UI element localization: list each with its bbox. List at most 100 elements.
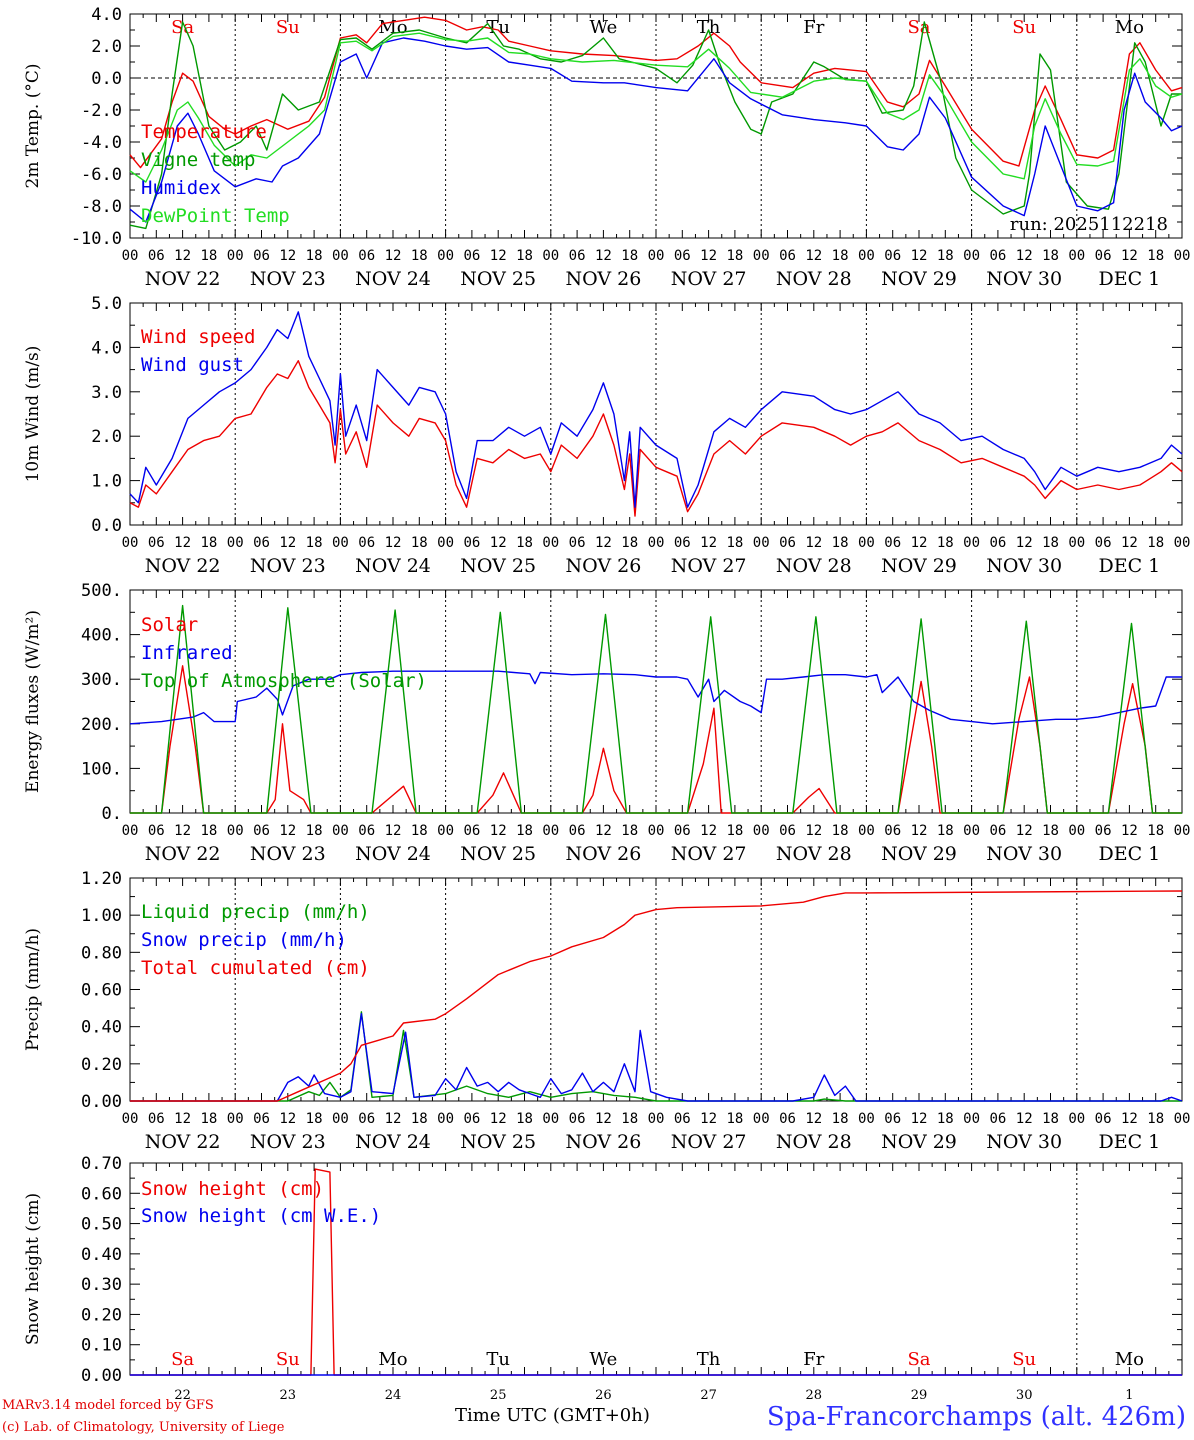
x-day-number: 23 <box>280 1388 297 1403</box>
x-day-label: NOV 29 <box>881 268 957 290</box>
x-day-label: NOV 28 <box>776 843 852 865</box>
x-hour-label: 12 <box>385 1111 402 1127</box>
x-hour-label: 12 <box>174 823 191 839</box>
x-hour-label: 18 <box>411 823 428 839</box>
weekday-label: Fr <box>803 17 824 38</box>
x-hour-label: 00 <box>963 823 980 839</box>
weekday-label: Sa <box>907 1349 930 1370</box>
x-hour-label: 12 <box>385 823 402 839</box>
x-hour-label: 12 <box>700 248 717 264</box>
x-hour-label: 12 <box>490 1111 507 1127</box>
x-hour-label: 12 <box>385 248 402 264</box>
y-axis-label: 2m Temp. (°C) <box>23 63 43 188</box>
x-day-label: NOV 27 <box>671 268 747 290</box>
x-hour-label: 18 <box>200 1111 217 1127</box>
x-hour-label: 00 <box>122 535 139 551</box>
y-axis-label: Snow height (cm) <box>23 1193 43 1345</box>
x-hour-label: 00 <box>437 823 454 839</box>
x-hour-label: 06 <box>989 535 1006 551</box>
x-hour-label: 00 <box>542 823 559 839</box>
x-hour-label: 18 <box>832 248 849 264</box>
x-day-number: 30 <box>1016 1388 1033 1403</box>
weekday-label: Tu <box>486 17 510 38</box>
y-tick-label: 500. <box>81 581 122 601</box>
x-day-label: NOV 22 <box>145 268 221 290</box>
credit-model: MARv3.14 model forced by GFS <box>2 1398 214 1413</box>
x-day-label: DEC 1 <box>1099 1131 1161 1153</box>
x-day-label: NOV 24 <box>355 555 431 577</box>
x-day-label: DEC 1 <box>1099 555 1161 577</box>
x-hour-label: 18 <box>306 535 323 551</box>
run-label: run: 2025112218 <box>1010 214 1168 235</box>
x-day-number: 22 <box>174 1388 191 1403</box>
y-tick-label: -4.0 <box>81 133 122 153</box>
x-hour-label: 18 <box>937 1111 954 1127</box>
x-hour-label: 00 <box>122 823 139 839</box>
x-hour-label: 00 <box>437 248 454 264</box>
x-hour-label: 00 <box>227 1111 244 1127</box>
x-hour-label: 18 <box>1042 248 1059 264</box>
x-hour-label: 00 <box>858 1111 875 1127</box>
series-line-humidex <box>129 37 1183 223</box>
x-hour-label: 00 <box>332 823 349 839</box>
x-hour-label: 00 <box>1174 823 1191 839</box>
x-hour-label: 00 <box>648 535 665 551</box>
x-hour-label: 12 <box>490 535 507 551</box>
legend-entry: Top of Atmosphere (Solar) <box>141 670 427 692</box>
y-tick-label: 0.00 <box>81 1092 122 1112</box>
x-hour-label: 00 <box>648 1111 665 1127</box>
x-day-label: NOV 29 <box>881 1131 957 1153</box>
weekday-label: We <box>590 1349 618 1370</box>
x-hour-label: 00 <box>858 535 875 551</box>
y-tick-label: 4.0 <box>91 5 122 25</box>
x-hour-label: 00 <box>1068 1111 1085 1127</box>
y-tick-label: -10.0 <box>71 229 122 249</box>
x-hour-label: 00 <box>858 823 875 839</box>
x-day-number: 29 <box>911 1388 928 1403</box>
x-hour-label: 18 <box>516 1111 533 1127</box>
series-line-total-cumulated-cm- <box>130 890 1183 1102</box>
x-day-label: DEC 1 <box>1099 268 1161 290</box>
x-hour-label: 18 <box>937 535 954 551</box>
x-hour-label: 00 <box>227 248 244 264</box>
legend-entry: Wind gust <box>141 354 244 376</box>
y-tick-label: 1.00 <box>81 906 122 926</box>
x-day-label: NOV 22 <box>145 555 221 577</box>
x-hour-label: 06 <box>253 823 270 839</box>
x-hour-label: 00 <box>227 823 244 839</box>
legend-entry: Temperature <box>141 121 267 143</box>
x-hour-label: 18 <box>621 248 638 264</box>
x-hour-label: 18 <box>937 823 954 839</box>
x-hour-label: 12 <box>805 535 822 551</box>
x-hour-label: 12 <box>1016 1111 1033 1127</box>
x-hour-label: 12 <box>595 535 612 551</box>
x-hour-label: 12 <box>1121 535 1138 551</box>
y-tick-label: -6.0 <box>81 165 122 185</box>
x-hour-label: 06 <box>779 1111 796 1127</box>
x-hour-label: 18 <box>726 535 743 551</box>
x-hour-label: 12 <box>1121 1111 1138 1127</box>
x-hour-label: 00 <box>1068 248 1085 264</box>
weekday-label: We <box>590 17 618 38</box>
x-day-label: NOV 27 <box>671 843 747 865</box>
x-hour-label: 18 <box>937 248 954 264</box>
x-hour-label: 00 <box>648 823 665 839</box>
x-hour-label: 12 <box>1121 248 1138 264</box>
x-hour-label: 12 <box>385 535 402 551</box>
x-hour-label: 00 <box>963 248 980 264</box>
x-hour-label: 18 <box>1042 535 1059 551</box>
y-tick-label: 0.10 <box>81 1336 122 1356</box>
x-day-label: DEC 1 <box>1099 843 1161 865</box>
x-hour-label: 06 <box>463 823 480 839</box>
legend-entry: Vigne temp <box>141 149 255 171</box>
x-hour-label: 18 <box>516 823 533 839</box>
x-hour-label: 06 <box>779 535 796 551</box>
x-hour-label: 00 <box>753 823 770 839</box>
x-hour-label: 18 <box>1147 823 1164 839</box>
series-line-wind-speed <box>129 360 1183 517</box>
x-hour-label: 12 <box>595 823 612 839</box>
x-hour-label: 18 <box>726 248 743 264</box>
x-day-label: NOV 28 <box>776 268 852 290</box>
x-hour-label: 12 <box>805 248 822 264</box>
x-day-label: NOV 25 <box>460 1131 536 1153</box>
